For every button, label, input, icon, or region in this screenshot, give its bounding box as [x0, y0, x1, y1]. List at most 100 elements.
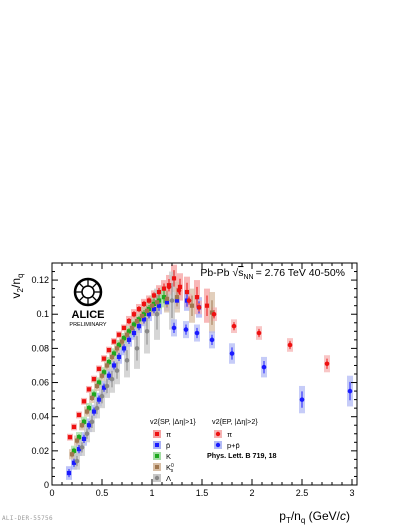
point-sp-k0s — [74, 438, 80, 443]
point-ep- — [256, 330, 262, 336]
point-sp-p- — [76, 447, 82, 452]
point-sp-p- — [106, 373, 112, 378]
y-tick-label: 0.02 — [31, 446, 49, 456]
point-sp- — [91, 377, 97, 382]
point-sp-k0s — [209, 310, 215, 315]
point-sp-k — [76, 435, 82, 440]
x-tick-label: 2.5 — [296, 488, 309, 498]
legend-label: p̄ — [166, 441, 170, 450]
point-sp-k0s — [149, 303, 155, 308]
point-sp- — [177, 284, 183, 290]
point-sp-p- — [111, 363, 117, 368]
y-tick-label: 0 — [44, 480, 49, 490]
title-energy: = 2.76 TeV 40-50% — [256, 267, 345, 279]
x-tick-label: 0 — [49, 488, 54, 498]
legend-header-sp: v2{SP, |Δη|>1} — [150, 417, 196, 426]
point-sp-k — [101, 370, 107, 375]
point-sp-k0s — [144, 308, 150, 313]
point-ep-p-p- — [261, 364, 267, 370]
point-sp- — [151, 293, 157, 298]
point-sp-k — [121, 336, 127, 341]
point-sp-k — [91, 392, 97, 397]
point-sp-p- — [164, 300, 170, 305]
point-ep- — [287, 342, 293, 348]
point-sp- — [144, 329, 150, 334]
legend-marker — [155, 454, 159, 458]
x-tick-label: 1.5 — [196, 488, 209, 498]
point-sp-p- — [136, 324, 142, 329]
point-ep-p-p- — [347, 388, 353, 394]
point-sp- — [116, 332, 122, 337]
point-sp- — [96, 366, 102, 371]
point-ep-p-p- — [299, 397, 305, 402]
title-system: Pb-Pb — [200, 267, 229, 279]
point-sp- — [81, 399, 87, 404]
point-sp-p- — [116, 354, 122, 360]
point-sp-k — [111, 351, 117, 356]
point-sp- — [104, 383, 110, 389]
point-ep- — [231, 323, 237, 329]
point-sp-k — [126, 329, 132, 334]
x-axis-label: pT/nq (GeV/c) — [279, 509, 350, 525]
point-sp- — [84, 431, 90, 437]
point-ep-p-p- — [194, 330, 200, 336]
point-sp- — [169, 298, 175, 303]
point-sp-k — [106, 359, 112, 365]
point-sp-p- — [86, 423, 92, 428]
point-sp- — [124, 358, 130, 363]
y-axis-label: v2/nq — [9, 274, 25, 299]
point-sp-k — [161, 295, 167, 300]
point-sp-p- — [91, 409, 97, 414]
plot-area: 0 0.5 1 1.5 2 2.5 3 0 0.02 0.04 0.06 0.08 0.1 0.12 — [31, 262, 358, 498]
point-sp- — [89, 419, 95, 425]
point-sp-k — [116, 342, 122, 348]
x-tick-label: 2 — [249, 488, 254, 498]
legend-reference: Phys. Lett. B 719, 18 — [207, 451, 277, 460]
point-sp-p- — [96, 397, 102, 402]
point-sp-p- — [141, 317, 147, 322]
point-sp- — [86, 387, 92, 392]
point-ep- — [196, 305, 202, 310]
x-axis: 0 0.5 1 1.5 2 2.5 3 — [49, 263, 355, 498]
point-sp-p- — [151, 307, 157, 312]
y-tick-label: 0.12 — [31, 275, 49, 285]
point-sp- — [184, 289, 190, 295]
point-sp- — [161, 286, 167, 291]
y-tick-label: 0.06 — [31, 378, 49, 388]
point-sp-p- — [174, 298, 180, 303]
point-sp- — [154, 311, 160, 317]
point-ep- — [324, 361, 330, 367]
point-sp-k0s — [84, 409, 90, 414]
data-markers — [66, 276, 353, 476]
point-sp- — [94, 405, 100, 411]
point-sp-k0s — [134, 318, 140, 324]
point-sp- — [156, 289, 162, 295]
legend-header-ep: v2{EP, |Δη|>2} — [212, 417, 258, 426]
point-sp- — [99, 393, 105, 399]
point-ep- — [186, 298, 192, 303]
point-sp-p- — [101, 385, 107, 390]
point-sp-k — [81, 419, 87, 424]
point-sp-p- — [71, 460, 77, 465]
legend-label: π — [166, 430, 171, 439]
point-sp- — [131, 312, 137, 317]
point-sp- — [121, 325, 127, 330]
point-sp- — [194, 295, 200, 300]
point-sp- — [71, 424, 77, 430]
logo-name: ALICE — [72, 309, 105, 321]
point-sp- — [74, 458, 80, 464]
point-ep-p-p- — [183, 327, 189, 332]
legend-label: π — [227, 430, 232, 439]
point-ep-p-p- — [171, 325, 177, 331]
legend-label: Λ — [166, 474, 171, 483]
point-sp- — [126, 318, 132, 324]
x-tick-label: 3 — [349, 488, 354, 498]
point-sp-k0s — [119, 339, 125, 344]
point-sp-k0s — [124, 332, 130, 337]
point-ep- — [176, 288, 182, 293]
point-sp- — [111, 339, 117, 344]
point-sp-k0s — [164, 296, 170, 301]
point-sp- — [136, 307, 142, 312]
point-sp-p- — [121, 346, 127, 351]
